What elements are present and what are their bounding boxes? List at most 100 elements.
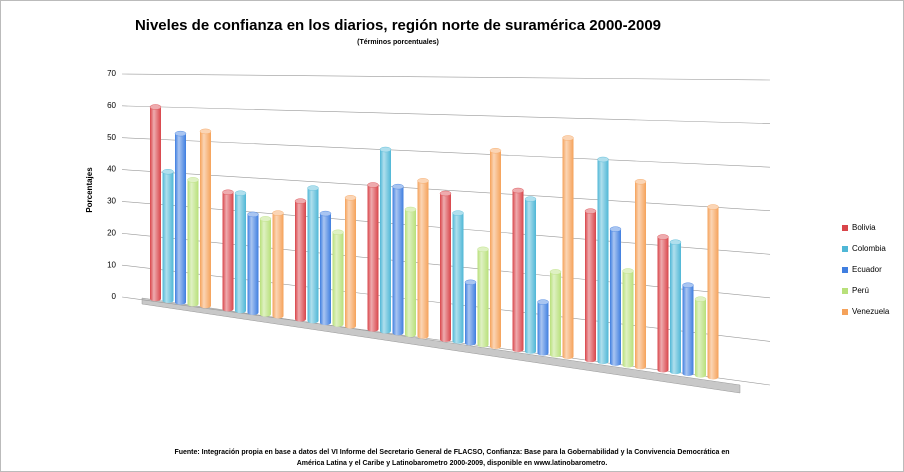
bar-top (707, 204, 719, 210)
y-tick-label: 10 (107, 260, 116, 269)
bar (657, 237, 669, 373)
bar-top (379, 146, 392, 153)
bar-top (584, 208, 597, 214)
bar-top (597, 156, 609, 163)
bar (247, 214, 259, 315)
bar-top (307, 185, 319, 191)
chart-subtitle: (Términos porcentuales) (357, 39, 439, 46)
bar (550, 271, 561, 358)
floor (141, 297, 741, 394)
bar (162, 171, 174, 304)
bar-top (187, 177, 199, 183)
bar-top (222, 189, 234, 195)
bar-top (247, 211, 259, 218)
bar (405, 209, 417, 338)
bar-top (622, 268, 634, 274)
bar (465, 282, 476, 346)
bar-top (512, 187, 524, 194)
bar-top (489, 148, 502, 154)
legend-swatch (842, 288, 848, 294)
bar (682, 285, 694, 376)
bar-top (634, 179, 647, 185)
bar-top (404, 206, 417, 213)
legend-label: Ecuador (852, 265, 882, 274)
grid-line (121, 73, 771, 81)
grid-line (121, 137, 771, 168)
bar (622, 271, 634, 368)
bar-top (562, 135, 574, 141)
bar (345, 197, 356, 329)
y-tick-label: 40 (107, 165, 116, 174)
bar-top (259, 216, 272, 222)
bar-top (477, 246, 489, 253)
legend-swatch (842, 246, 848, 252)
bar (512, 190, 524, 353)
bar (597, 159, 609, 365)
bar-top (464, 279, 477, 286)
bar (610, 229, 621, 366)
bar-top (162, 169, 174, 175)
legend-swatch (842, 309, 848, 315)
bar (670, 242, 681, 375)
bar-top (234, 190, 247, 196)
bar-top (149, 104, 162, 110)
bar (452, 213, 464, 344)
grid-line (121, 105, 771, 124)
bar (417, 180, 429, 339)
bar-top (174, 130, 187, 137)
bar-top (392, 183, 404, 190)
y-tick-label: 50 (107, 133, 116, 142)
bar (187, 179, 199, 307)
bar (150, 107, 161, 302)
bar-top (609, 226, 622, 232)
bar (562, 138, 574, 360)
bar-top (344, 195, 357, 201)
grid-line (121, 169, 771, 212)
bar (392, 186, 404, 336)
legend-label: Venezuela (852, 307, 890, 316)
bar (367, 185, 379, 332)
bar (272, 213, 284, 319)
bar-top (694, 296, 707, 302)
bar (222, 192, 234, 312)
bar (235, 193, 246, 314)
bar (707, 207, 719, 380)
bar-top (417, 178, 429, 184)
chart-title: Niveles de confianza en los diarios, reg… (135, 17, 661, 34)
bar-top (439, 190, 452, 197)
y-tick-label: 60 (107, 101, 116, 110)
legend-label: Perú (852, 286, 869, 295)
bar-top (524, 196, 537, 202)
bar (200, 131, 211, 309)
bar-top (682, 282, 694, 288)
bar-top (452, 210, 464, 216)
y-tick-label: 30 (107, 197, 116, 206)
bar (260, 218, 271, 317)
bar-top (657, 234, 669, 240)
y-tick-label: 20 (107, 228, 116, 237)
legend-label: Colombia (852, 244, 886, 253)
source-note: Fuente: Integración propia en base a dat… (174, 449, 729, 456)
bar (307, 188, 319, 324)
bar (585, 211, 596, 363)
legend-swatch (842, 267, 848, 273)
bar (477, 249, 489, 348)
bar (695, 299, 706, 378)
bar-top (537, 299, 549, 305)
bar (525, 199, 536, 354)
bar (635, 181, 646, 370)
legend-swatch (842, 225, 848, 231)
bar (440, 193, 451, 342)
bar-top (294, 198, 307, 204)
bar-top (669, 239, 682, 245)
y-tick-label: 0 (112, 292, 117, 301)
bar (175, 133, 186, 305)
bar (380, 149, 391, 334)
bar-top (272, 210, 284, 216)
bar (537, 302, 549, 356)
y-axis-label: Porcentajes (85, 167, 94, 213)
bar-top (319, 210, 332, 217)
bar (295, 201, 306, 322)
